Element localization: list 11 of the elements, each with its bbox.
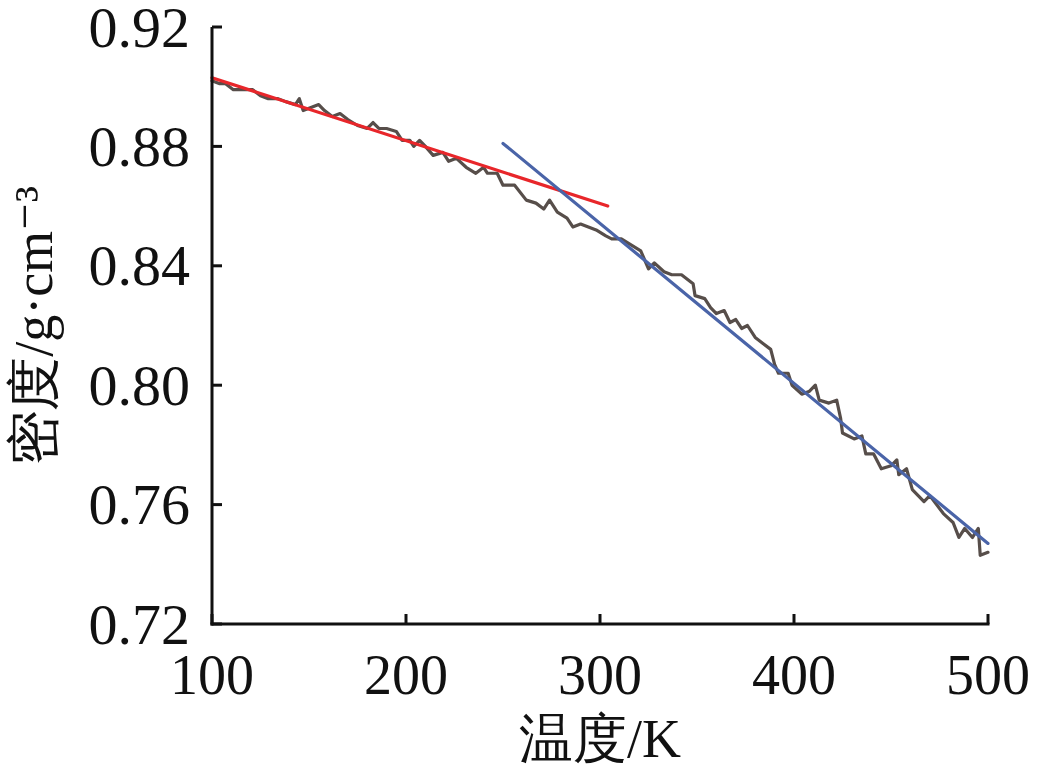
x-tick-label: 300	[558, 644, 642, 706]
y-tick-label: 0.92	[88, 0, 190, 60]
y-tick-label: 0.88	[88, 113, 190, 179]
x-axis-title: 温度/K	[519, 709, 681, 766]
y-tick-label: 0.80	[88, 352, 190, 418]
y-tick-label: 0.76	[88, 472, 190, 538]
x-tick-label: 500	[946, 644, 1030, 706]
x-tick-label: 400	[752, 644, 836, 706]
y-axis-title: 密度/g·cm⁻³	[4, 186, 64, 465]
x-tick-label: 200	[364, 644, 448, 706]
y-tick-label: 0.84	[88, 233, 190, 299]
